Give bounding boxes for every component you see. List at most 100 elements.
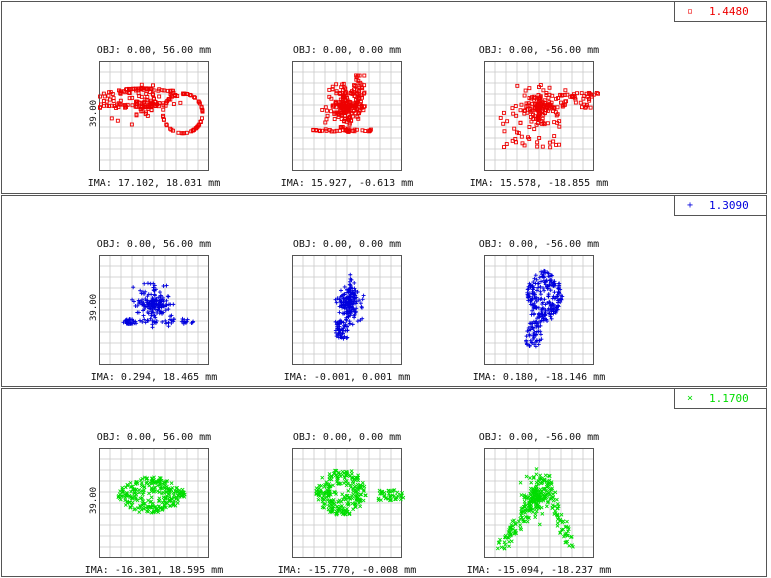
spot-point [362,73,367,78]
spot-point [538,284,543,289]
spot-point [541,88,546,93]
spot-point [562,93,567,97]
spot-point [130,500,135,505]
spot-point [558,92,563,97]
spot-point [534,502,539,506]
spot-point [523,88,528,93]
spot-point [524,338,529,343]
plot-frame [292,61,402,171]
spot-point [339,499,344,504]
spot-point [540,144,545,149]
spot-point [538,95,543,100]
legend-symbol-plus-icon: + [687,200,694,211]
spot-point [543,310,548,315]
spot-point [164,283,169,288]
spot-point [518,516,523,521]
spot-point [198,119,203,124]
spot-point [363,493,368,498]
scale-label: 39.00 [89,293,99,321]
spot-point [142,485,147,489]
spot-point [335,479,339,484]
spot-point [529,340,534,345]
spot-point [152,302,157,307]
spot-point [338,474,343,479]
spot-point [528,109,533,114]
spot-point [526,101,531,106]
spot-point [140,319,145,324]
spot-point [345,290,350,295]
spot-point [389,498,394,502]
field-ima-label: IMA: 17.102, 18.031 mm [87,178,221,189]
spot-point [339,85,344,90]
spot-point [164,123,169,128]
spot-point [354,77,359,82]
spot-point [339,335,344,340]
spot-point [151,509,156,514]
spot-point [339,299,344,304]
spot-point [102,94,107,99]
spot-point [555,105,560,110]
spot-point [529,119,534,124]
spot-point [534,338,539,343]
field-obj-label: OBJ: 0.00, 0.00 mm [292,239,402,250]
spot-point [144,477,149,481]
spot-point [139,86,144,91]
spot-point [122,103,127,107]
spot-point [529,480,534,485]
spot-point [556,290,561,295]
spot-point [545,500,550,505]
spot-point [333,468,337,473]
spot-point [496,541,501,545]
spot-point [531,500,536,505]
spot-point [109,116,114,121]
spot-point [556,304,561,309]
spot-point [340,302,345,307]
spot-point [549,316,554,321]
spot-point [324,490,329,495]
spot-point [150,318,155,323]
spot-point [342,334,347,339]
spot-point [344,336,349,341]
spot-point [331,497,336,502]
spot-point [356,116,361,121]
spot-point [148,281,153,286]
spot-point [152,298,157,303]
spot-point [527,344,532,349]
spot-point [502,145,506,150]
spot-point [538,297,543,302]
spot-point [558,300,563,305]
spot-point [137,300,142,305]
spot-point [350,322,355,327]
spot-point [588,105,593,110]
spot-point [160,507,165,512]
spot-point [554,96,559,101]
spot-point [502,540,507,545]
legend-box: × 1.1700 [674,389,766,409]
spot-point [545,104,549,109]
spot-point [510,106,515,111]
spot-point [566,529,570,534]
spot-point [139,105,144,110]
spot-point [189,321,194,326]
spot-point [542,496,547,501]
spot-point [344,318,349,323]
spot-point [123,90,128,95]
spot-point [398,497,403,502]
spot-point [154,318,159,323]
spot-point [352,313,357,318]
spot-point [354,103,358,108]
spot-point [536,281,541,286]
spot-point [530,284,535,289]
spot-point [339,335,344,340]
spot-point [338,481,343,486]
spot-point [140,109,145,114]
spot-point [133,495,138,500]
spot-point [334,89,339,94]
spot-point [349,305,354,310]
spot-point [528,115,533,119]
spot-point [159,304,164,309]
spot-point [330,87,335,92]
spot-point [538,476,542,481]
spot-point [344,469,349,474]
spot-point [139,507,144,512]
